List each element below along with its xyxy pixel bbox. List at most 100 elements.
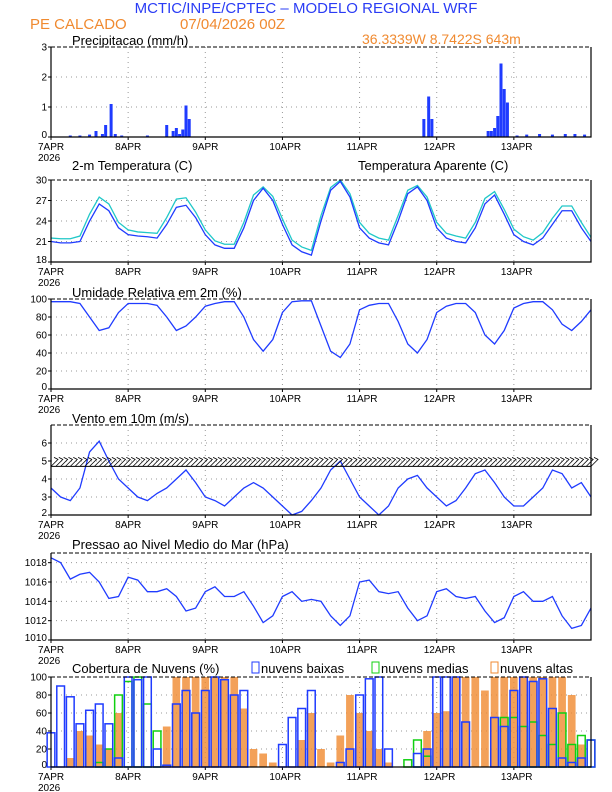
temp-line (50, 180, 592, 257)
y-tick-label: 1010 (25, 633, 48, 644)
precip-bar (178, 134, 182, 137)
x-tick-label: 13APR (501, 645, 533, 656)
wind-barb (450, 457, 459, 467)
wind-barb (320, 457, 329, 467)
wind-barb (397, 457, 406, 467)
y-tick-label: 0 (41, 382, 47, 393)
x-tick-label: 9APR (192, 267, 218, 278)
wind-barb (566, 457, 575, 467)
main-title: MCTIC/INPE/CPTEC – MODELO REGIONAL WRF (135, 0, 478, 17)
wind-title: Vento em 10m (m/s) (72, 411, 189, 426)
cloud-bar-nuvens-altas (336, 735, 345, 767)
precip-bar (174, 128, 178, 137)
wind-barb (393, 457, 401, 467)
precip-bar (78, 135, 82, 137)
cloud-bar-nuvens-altas (105, 749, 113, 767)
x-tick-label: 11APR (347, 520, 378, 531)
x-tick-label: 12APR (424, 142, 456, 153)
wind-barb (315, 457, 324, 467)
y-tick-label: 2 (41, 508, 47, 519)
precip-bar (550, 134, 554, 137)
wind-barb (113, 457, 122, 467)
cloud-bar-nuvens-altas (365, 731, 374, 767)
wind-barb (556, 457, 565, 467)
wind-barb (508, 457, 517, 467)
y-tick-label: 6 (41, 439, 47, 450)
wind-barb (258, 457, 266, 467)
cloud-bar-nuvens-altas (317, 749, 325, 767)
x-tick-label: 13APR (501, 520, 533, 531)
wind-barb (407, 457, 416, 467)
wind-barb (229, 457, 238, 467)
precip-bar (515, 135, 519, 137)
x-tick-label: 8APR (115, 394, 141, 405)
x-tick-label: 12APR (424, 520, 456, 531)
year-label: 2026 (38, 783, 61, 792)
y-tick-label: 4 (41, 475, 47, 486)
wind-barb (195, 457, 204, 467)
wind-barb (378, 457, 387, 467)
precip-bar (496, 116, 500, 137)
x-tick-label: 9APR (192, 394, 218, 405)
location-name: PE CALCADO (30, 16, 127, 33)
precip-title: Precipitacao (mm/h) (72, 33, 188, 48)
y-tick-label: 80 (36, 313, 48, 324)
x-tick-label: 11APR (347, 645, 378, 656)
wind-barb (475, 457, 483, 467)
precip-bar (109, 104, 113, 137)
panel-frame (50, 677, 592, 768)
y-tick-label: 1 (41, 103, 47, 114)
cloud-bar-nuvens-altas (577, 744, 586, 767)
coordinates: 36.3339W 8.7422S 643m (362, 31, 521, 47)
cloud-bar-nuvens-baixas (65, 696, 75, 768)
cloud-bar-nuvens-altas (490, 677, 499, 767)
cloud-bar-nuvens-altas (375, 749, 383, 767)
precip-bar (422, 119, 426, 137)
precip-bar (489, 131, 493, 137)
wind-barb (219, 457, 228, 467)
apparent-temp-title: Temperatura Aparente (C) (358, 158, 508, 173)
precip-bar (486, 131, 490, 137)
cloud-bar-nuvens-altas (211, 677, 219, 767)
cloud-bar-nuvens-altas (452, 677, 460, 767)
wind-barb (426, 457, 435, 467)
cloud-bar-nuvens-altas (442, 711, 451, 767)
precip-bar (505, 102, 509, 137)
wind-barb (267, 457, 276, 467)
pressure-line (50, 557, 592, 630)
wind-barb (171, 457, 180, 467)
cloud-bar-nuvens-altas (162, 726, 171, 767)
wind-barb (455, 457, 464, 467)
cloud-bar-nuvens-medias (123, 680, 133, 768)
cloud-bar-nuvens-altas (567, 695, 576, 767)
y-tick-label: 1014 (25, 597, 48, 608)
cloud-bar-nuvens-altas (510, 677, 518, 767)
x-tick-label: 7APR (38, 645, 64, 656)
wind-barb (98, 457, 107, 467)
wind-barb (436, 457, 445, 467)
y-tick-label: 3 (41, 43, 47, 54)
wind-barb (301, 457, 310, 467)
wind-barb (142, 457, 151, 467)
x-tick-label: 10APR (269, 142, 301, 153)
wind-barb (60, 457, 69, 467)
wind-barb (499, 457, 508, 467)
precip-bar (94, 131, 98, 137)
precip-bar (187, 119, 191, 137)
cloud-bar-nuvens-altas (297, 740, 306, 767)
wind-barb (340, 457, 348, 467)
cloud-bar-nuvens-altas (220, 677, 229, 767)
precip-bar (573, 134, 577, 137)
wind-barb (50, 457, 59, 467)
y-tick-label: 1018 (25, 558, 48, 569)
precip-bar (104, 125, 108, 137)
precip-bar (68, 135, 72, 137)
cloud-bar-nuvens-baixas (133, 678, 143, 768)
x-tick-label: 12APR (424, 772, 456, 783)
wind-barb (277, 457, 286, 467)
wind-barb (94, 457, 103, 467)
precip-bar (583, 134, 587, 137)
wind-barb (166, 457, 175, 467)
y-tick-label: 20 (36, 745, 48, 756)
